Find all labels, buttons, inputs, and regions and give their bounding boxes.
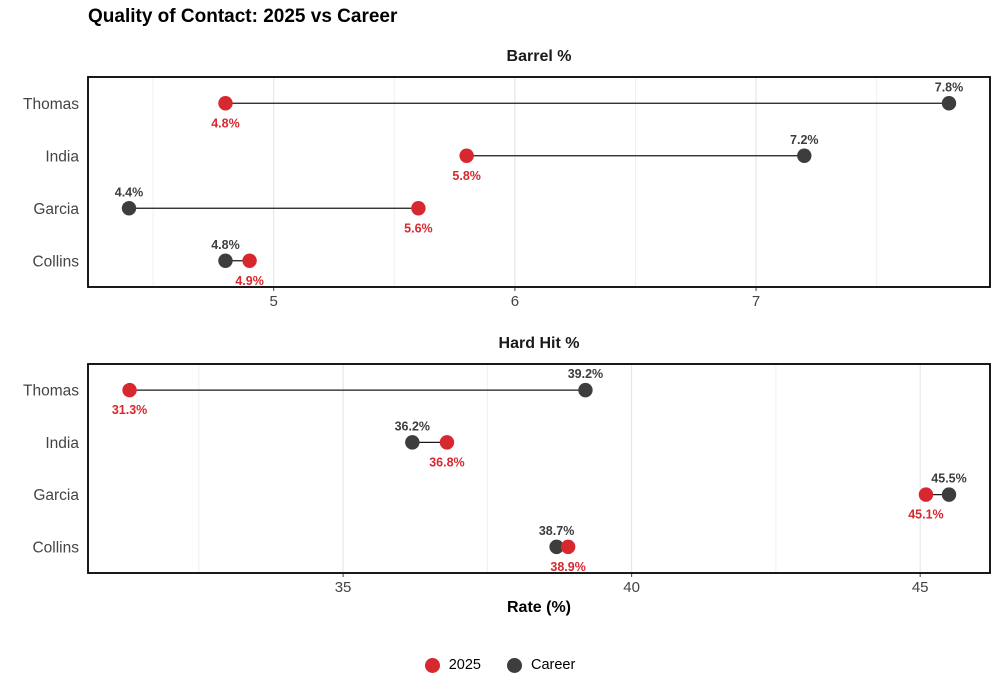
value-label-2025: 5.8% — [452, 169, 481, 183]
dot-2025-collins — [242, 253, 257, 268]
x-axis-title: Rate (%) — [506, 599, 571, 616]
dot-2025-collins — [560, 539, 576, 555]
player-label: Collins — [32, 539, 79, 556]
value-label-career: 45.5% — [931, 472, 966, 486]
x-tick-label: 5 — [270, 293, 278, 310]
legend-dot-career-icon — [506, 657, 522, 673]
panel-title-barrel: Barrel % — [506, 48, 572, 65]
dot-2025-thomas — [122, 382, 137, 398]
value-label-career: 4.4% — [115, 185, 144, 199]
value-label-career: 38.7% — [539, 524, 574, 538]
player-label: Thomas — [23, 96, 79, 113]
panel-title-hardhit: Hard Hit % — [498, 335, 580, 352]
x-tick-label: 7 — [752, 293, 760, 310]
dot-2025-thomas — [218, 96, 233, 111]
legend-item-career: Career — [506, 657, 576, 673]
dot-career-india — [405, 435, 420, 450]
value-label-career: 7.2% — [790, 133, 819, 147]
player-label: India — [45, 148, 79, 165]
legend-label-2025: 2025 — [448, 657, 481, 673]
value-label-2025: 4.8% — [211, 116, 240, 130]
legend-item-2025: 2025 — [424, 657, 481, 673]
legend-dot-2025-icon — [424, 657, 440, 673]
chart-main-title: Quality of Contact: 2025 vs Career — [88, 6, 398, 27]
value-label-2025: 5.6% — [404, 221, 433, 235]
player-label: Collins — [32, 253, 79, 270]
value-label-career: 4.8% — [211, 238, 240, 252]
dot-career-collins — [549, 539, 564, 555]
x-tick-label: 35 — [335, 579, 352, 596]
value-label-2025: 31.3% — [112, 403, 147, 417]
dot-2025-india — [459, 148, 474, 163]
dot-career-garcia — [941, 487, 957, 502]
value-label-2025: 45.1% — [908, 508, 943, 522]
dot-career-collins — [218, 253, 233, 268]
value-label-career: 39.2% — [568, 367, 603, 381]
value-label-2025: 38.9% — [550, 560, 585, 574]
dot-2025-garcia — [411, 201, 426, 216]
panel-border — [87, 76, 991, 288]
value-label-2025: 36.8% — [429, 455, 464, 469]
value-label-career: 36.2% — [395, 419, 430, 433]
player-label: Garcia — [33, 201, 79, 218]
dot-career-thomas — [941, 96, 957, 111]
player-label: India — [45, 435, 79, 452]
dot-2025-garcia — [918, 487, 934, 502]
dot-2025-india — [439, 435, 455, 450]
dot-career-india — [797, 148, 812, 163]
chart-legend: 2025 Career — [0, 657, 1000, 673]
dot-career-garcia — [121, 201, 137, 216]
x-tick-label: 45 — [912, 579, 929, 596]
x-tick-label: 40 — [623, 579, 640, 596]
value-label-career: 7.8% — [935, 80, 964, 94]
dot-career-thomas — [578, 382, 593, 398]
legend-label-career: Career — [530, 657, 576, 673]
value-label-2025: 4.9% — [235, 274, 264, 288]
x-tick-label: 6 — [511, 293, 519, 310]
player-label: Thomas — [23, 383, 79, 400]
panel-border — [87, 363, 991, 574]
player-label: Garcia — [33, 487, 79, 504]
